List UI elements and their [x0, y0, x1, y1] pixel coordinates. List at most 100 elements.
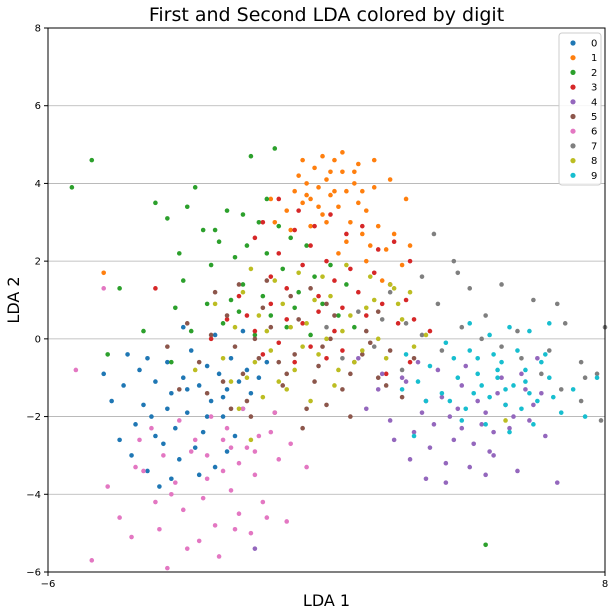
data-point — [300, 425, 305, 431]
data-point — [471, 441, 477, 447]
data-point — [531, 402, 536, 408]
data-point — [495, 390, 500, 396]
data-point — [439, 348, 445, 353]
data-point — [320, 212, 325, 217]
data-point — [284, 286, 290, 291]
data-point — [137, 437, 142, 443]
data-point — [256, 375, 262, 381]
data-point — [360, 223, 365, 229]
data-point — [276, 340, 282, 346]
data-point — [220, 468, 226, 474]
data-point — [272, 410, 278, 415]
data-point — [240, 328, 246, 334]
legend-item: 0 — [570, 39, 597, 50]
data-point — [180, 278, 186, 283]
data-point — [232, 526, 238, 532]
y-tick-label: 8 — [35, 24, 41, 35]
data-point — [260, 305, 266, 311]
data-point — [192, 437, 198, 443]
data-point — [208, 336, 214, 342]
data-point — [264, 359, 270, 365]
data-point — [260, 394, 266, 400]
data-point — [375, 223, 381, 229]
data-point — [145, 355, 150, 361]
data-point — [578, 359, 584, 365]
data-point — [264, 515, 270, 520]
data-point — [224, 208, 230, 213]
data-point — [340, 355, 345, 361]
data-point — [399, 394, 405, 400]
data-point — [363, 208, 369, 213]
data-point — [479, 336, 484, 342]
legend-marker — [570, 55, 576, 61]
legend-marker — [570, 143, 576, 149]
data-point — [296, 317, 301, 322]
data-point — [495, 375, 500, 381]
data-point — [523, 387, 528, 392]
data-point — [535, 398, 540, 404]
data-point — [149, 425, 154, 431]
data-point — [403, 352, 409, 357]
data-point — [375, 387, 381, 392]
data-point — [312, 379, 317, 384]
data-point — [411, 429, 417, 435]
data-point — [308, 286, 313, 291]
data-point — [157, 484, 162, 489]
data-point — [280, 383, 286, 388]
data-point — [292, 367, 297, 373]
legend-marker — [570, 84, 576, 90]
data-point — [288, 293, 293, 299]
legend-label: 2 — [591, 68, 597, 79]
data-point — [296, 208, 301, 213]
data-point — [184, 546, 190, 551]
data-point — [443, 340, 449, 346]
data-point — [228, 445, 234, 450]
data-point — [284, 387, 290, 392]
data-point — [280, 266, 286, 272]
series-5 — [165, 278, 417, 431]
data-point — [268, 313, 274, 318]
data-point — [173, 425, 178, 431]
data-point — [252, 235, 258, 241]
data-point — [220, 437, 226, 443]
data-point — [395, 321, 401, 326]
data-point — [165, 565, 170, 571]
data-point — [260, 352, 266, 357]
data-point — [467, 348, 473, 353]
data-point — [312, 223, 317, 229]
data-point — [240, 371, 246, 377]
data-point — [431, 231, 437, 237]
data-point — [284, 324, 290, 330]
data-point — [367, 274, 373, 279]
data-point — [352, 169, 357, 175]
data-point — [403, 321, 409, 326]
data-point — [157, 526, 162, 532]
data-point — [240, 282, 246, 287]
data-point — [527, 418, 532, 423]
data-point — [419, 332, 425, 338]
data-point — [427, 445, 433, 450]
data-point — [391, 286, 397, 291]
data-point — [304, 181, 309, 186]
data-point — [280, 301, 286, 307]
data-point — [324, 324, 329, 330]
data-point — [495, 367, 500, 373]
data-point — [487, 332, 492, 338]
data-point — [336, 367, 341, 373]
data-point — [455, 375, 461, 381]
data-point — [340, 387, 345, 392]
data-point — [332, 278, 337, 283]
data-point — [367, 243, 373, 248]
data-point — [558, 410, 564, 415]
data-point — [379, 317, 385, 322]
data-point — [463, 363, 469, 369]
data-point — [240, 212, 246, 217]
chart-title: First and Second LDA colored by digit — [149, 4, 504, 26]
data-point — [507, 429, 512, 435]
data-point — [129, 534, 134, 540]
data-point — [348, 313, 353, 318]
series-6 — [73, 286, 309, 571]
data-point — [423, 332, 429, 338]
data-point — [582, 375, 588, 381]
data-point — [411, 433, 417, 439]
